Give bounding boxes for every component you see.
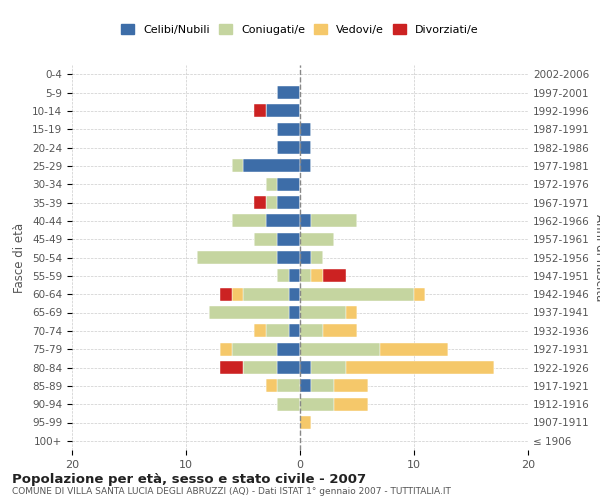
Text: Popolazione per età, sesso e stato civile - 2007: Popolazione per età, sesso e stato civil… (12, 472, 366, 486)
Bar (300, 398, 334, 410)
Text: COMUNE DI VILLA SANTA LUCIA DEGLI ABRUZZI (AQ) - Dati ISTAT 1° gennaio 2007 - TU: COMUNE DI VILLA SANTA LUCIA DEGLI ABRUZZ… (12, 488, 451, 496)
Bar (346, 306, 357, 319)
Bar (243, 160, 300, 172)
Bar (300, 251, 311, 264)
Bar (300, 416, 311, 429)
Bar (289, 270, 300, 282)
Bar (277, 380, 300, 392)
Bar (266, 380, 277, 392)
Bar (232, 288, 243, 300)
Bar (277, 141, 300, 154)
Bar (300, 343, 380, 355)
Bar (220, 343, 232, 355)
Bar (323, 270, 346, 282)
Bar (277, 361, 300, 374)
Bar (300, 324, 323, 338)
Bar (300, 233, 334, 245)
Bar (232, 343, 277, 355)
Bar (289, 306, 300, 319)
Bar (254, 233, 277, 245)
Bar (300, 160, 311, 172)
Bar (277, 178, 300, 190)
Y-axis label: Anni di nascita: Anni di nascita (593, 214, 600, 301)
Bar (243, 361, 277, 374)
Bar (277, 270, 289, 282)
Bar (232, 214, 266, 228)
Bar (334, 380, 368, 392)
Bar (311, 270, 323, 282)
Bar (311, 251, 323, 264)
Bar (197, 251, 277, 264)
Bar (300, 270, 311, 282)
Bar (289, 324, 300, 338)
Bar (254, 104, 266, 118)
Bar (277, 251, 300, 264)
Bar (243, 288, 289, 300)
Bar (266, 104, 300, 118)
Bar (300, 306, 346, 319)
Bar (289, 288, 300, 300)
Bar (266, 214, 300, 228)
Bar (277, 196, 300, 209)
Bar (277, 343, 300, 355)
Bar (300, 214, 311, 228)
Bar (254, 196, 266, 209)
Bar (266, 178, 277, 190)
Bar (209, 306, 289, 319)
Bar (277, 233, 300, 245)
Bar (300, 380, 311, 392)
Bar (254, 324, 266, 338)
Bar (266, 196, 277, 209)
Bar (232, 160, 243, 172)
Bar (266, 324, 289, 338)
Bar (380, 343, 448, 355)
Bar (220, 361, 243, 374)
Bar (277, 123, 300, 136)
Bar (277, 398, 300, 410)
Legend: Celibi/Nubili, Coniugati/e, Vedovi/e, Divorziati/e: Celibi/Nubili, Coniugati/e, Vedovi/e, Di… (118, 20, 482, 38)
Bar (300, 123, 311, 136)
Bar (414, 288, 425, 300)
Bar (323, 324, 357, 338)
Y-axis label: Fasce di età: Fasce di età (13, 222, 26, 292)
Bar (334, 398, 368, 410)
Bar (300, 141, 311, 154)
Bar (311, 361, 346, 374)
Bar (277, 86, 300, 99)
Bar (300, 361, 311, 374)
Bar (346, 361, 494, 374)
Bar (220, 288, 232, 300)
Bar (311, 380, 334, 392)
Bar (300, 288, 414, 300)
Bar (311, 214, 357, 228)
